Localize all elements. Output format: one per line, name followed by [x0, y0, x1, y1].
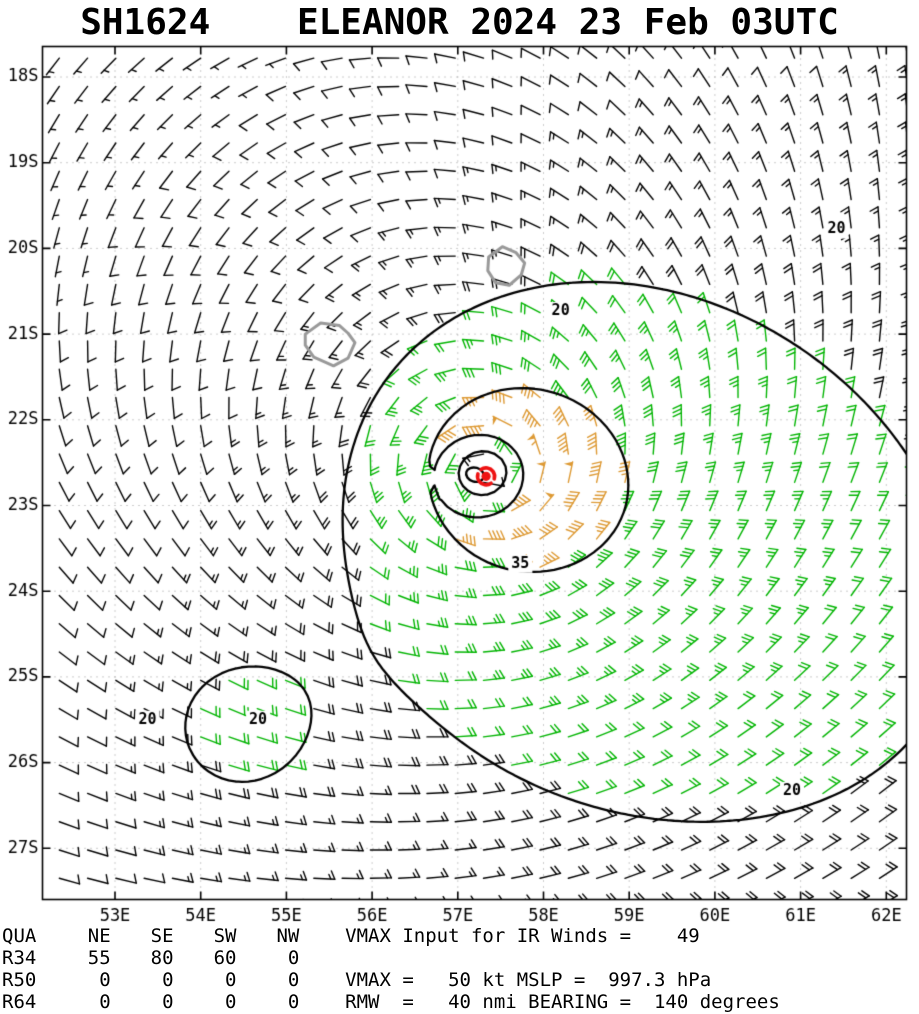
- r64-sw-value: 0: [225, 991, 237, 1013]
- row-label-r64: R64: [2, 991, 37, 1013]
- r64-se-value: 0: [162, 991, 174, 1013]
- vmax-input-note: VMAX Input for IR Winds = 49: [345, 925, 700, 947]
- r34-sw-value: 60: [213, 947, 237, 969]
- wind-barb-map-canvas: [0, 0, 919, 924]
- row-label-qua: QUA: [2, 925, 37, 947]
- r64-nw-value: 0: [287, 991, 300, 1013]
- quadrant-nw-header: NW: [276, 925, 300, 947]
- r34-ne-value: 55: [87, 947, 111, 969]
- r34-se-value: 80: [150, 947, 174, 969]
- chart-title: SH1624 ELEANOR 2024 23 Feb 03UTC: [80, 2, 839, 43]
- vmax-mslp-note: VMAX = 50 kt MSLP = 997.3 hPa: [345, 969, 712, 991]
- storm-stats-block: QUA NE SE SW NW VMAX Input for IR Winds = 49 …: [2, 925, 917, 1013]
- r50-ne-value: 0: [99, 969, 111, 991]
- wind-radii-r64-row: R64 0 0 0 0 RMW = 40 nmi BEARING = 140 degree…: [2, 991, 917, 1013]
- rmw-bearing-note: RMW = 40 nmi BEARING = 140 degrees: [345, 991, 780, 1013]
- quadrant-se-header: SE: [150, 925, 174, 947]
- quadrant-ne-header: NE: [87, 925, 111, 947]
- r34-nw-value: 0: [287, 947, 300, 969]
- wind-radii-r50-row: R50 0 0 0 0 VMAX = 50 kt MSLP = 997.3 hPa: [2, 969, 917, 991]
- r50-sw-value: 0: [225, 969, 237, 991]
- wind-radii-r34-row: R34 55 80 60 0: [2, 947, 917, 969]
- wind-radii-header-row: QUA NE SE SW NW VMAX Input for IR Winds = 49: [2, 925, 917, 947]
- quadrant-sw-header: SW: [213, 925, 237, 947]
- r64-ne-value: 0: [99, 991, 111, 1013]
- row-label-r50: R50: [2, 969, 37, 991]
- r50-nw-value: 0: [287, 969, 300, 991]
- row-label-r34: R34: [2, 947, 37, 969]
- r50-se-value: 0: [162, 969, 174, 991]
